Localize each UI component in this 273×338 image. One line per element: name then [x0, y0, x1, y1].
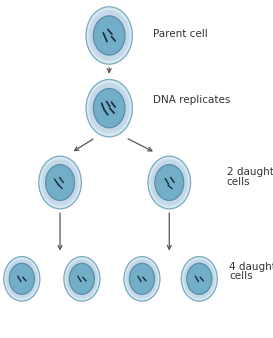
Ellipse shape	[181, 257, 217, 301]
Ellipse shape	[6, 259, 38, 298]
Ellipse shape	[183, 259, 215, 298]
Ellipse shape	[150, 159, 188, 206]
Ellipse shape	[64, 257, 100, 301]
Ellipse shape	[187, 263, 212, 294]
Ellipse shape	[4, 257, 40, 301]
Ellipse shape	[86, 79, 132, 137]
Ellipse shape	[93, 16, 125, 55]
Ellipse shape	[86, 7, 132, 64]
Ellipse shape	[41, 159, 79, 206]
Ellipse shape	[89, 83, 130, 134]
Text: cells: cells	[227, 177, 250, 187]
Text: 2 daughter: 2 daughter	[227, 167, 273, 177]
Text: DNA replicates: DNA replicates	[153, 95, 230, 105]
Ellipse shape	[148, 156, 191, 209]
Ellipse shape	[69, 263, 94, 294]
Ellipse shape	[155, 165, 184, 200]
Ellipse shape	[46, 165, 75, 200]
Ellipse shape	[66, 259, 98, 298]
Text: Parent cell: Parent cell	[153, 29, 208, 39]
Ellipse shape	[93, 89, 125, 128]
Ellipse shape	[89, 10, 130, 61]
Ellipse shape	[9, 263, 34, 294]
Ellipse shape	[126, 259, 158, 298]
Text: cells: cells	[229, 271, 253, 282]
Text: 4 daughter: 4 daughter	[229, 262, 273, 272]
Ellipse shape	[39, 156, 81, 209]
Ellipse shape	[124, 257, 160, 301]
Ellipse shape	[129, 263, 155, 294]
